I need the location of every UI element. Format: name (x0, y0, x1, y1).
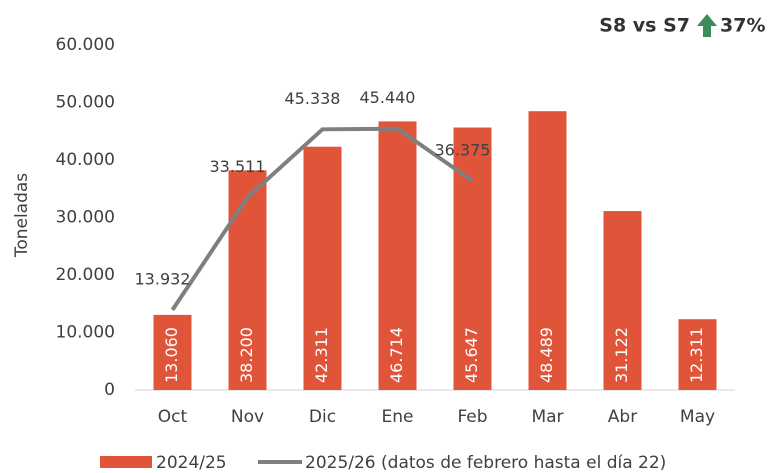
bar-value-label: 48.489 (537, 327, 556, 383)
bar-value-label: 12.311 (687, 327, 706, 383)
bar-value-label: 31.122 (612, 327, 631, 383)
y-tick-label: 40.000 (56, 150, 115, 170)
bar-value-label: 38.200 (237, 327, 256, 383)
y-tick-label: 20.000 (56, 265, 115, 285)
y-tick-label: 60.000 (56, 35, 115, 55)
bar-value-label: 45.647 (462, 327, 481, 383)
legend-label: 2024/25 (156, 453, 227, 473)
bar (303, 146, 342, 390)
x-tick-label: Oct (158, 407, 188, 427)
y-axis-label: Toneladas (12, 173, 32, 258)
bar (678, 319, 717, 390)
y-tick-label: 10.000 (56, 323, 115, 343)
bar (378, 121, 417, 390)
y-tick-label: 30.000 (56, 208, 115, 228)
x-tick-label: Mar (531, 407, 563, 427)
y-tick-label: 0 (104, 380, 115, 400)
x-tick-label: Ene (382, 407, 414, 427)
x-tick-label: Nov (231, 407, 264, 427)
bar (228, 170, 267, 390)
annotation: S8 vs S7 (599, 15, 690, 37)
y-tick-label: 50.000 (56, 93, 115, 113)
x-tick-label: Abr (608, 407, 637, 427)
bar-value-label: 42.311 (312, 327, 331, 383)
line-value-label: 36.375 (435, 140, 491, 159)
line-value-label: 13.932 (135, 269, 191, 288)
line-value-label: 45.338 (285, 89, 341, 108)
up-arrow-icon (697, 14, 717, 37)
legend-swatch (100, 456, 152, 468)
line (170, 126, 474, 311)
line-value-label: 33.511 (210, 157, 266, 176)
x-tick-label: Feb (457, 407, 487, 427)
bar-value-label: 46.714 (387, 327, 406, 383)
bar-value-label: 13.060 (162, 327, 181, 383)
x-tick-label: Dic (309, 407, 336, 427)
bar (153, 314, 192, 390)
bar (528, 111, 567, 391)
x-tick-label: May (680, 407, 715, 427)
bar (603, 211, 642, 390)
legend-label: 2025/26 (datos de febrero hasta el día 2… (305, 453, 666, 473)
annotation-value: 37% (720, 15, 765, 37)
line-value-label: 45.440 (360, 88, 416, 107)
